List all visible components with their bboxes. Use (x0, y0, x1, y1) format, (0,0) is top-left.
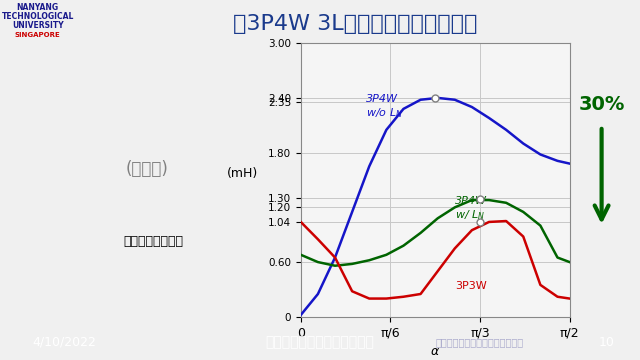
Text: TECHNOLOGICAL: TECHNOLOGICAL (1, 12, 74, 21)
Text: 3P3W: 3P3W (455, 282, 486, 292)
Text: UNIVERSITY: UNIVERSITY (12, 21, 63, 30)
Text: NANYANG: NANYANG (17, 3, 59, 12)
Text: 30%: 30% (579, 95, 625, 114)
Text: 10: 10 (598, 336, 614, 348)
Text: 中国电工技术学会新媒体平台发布: 中国电工技术学会新媒体平台发布 (436, 337, 524, 347)
Text: SINGAPORE: SINGAPORE (15, 32, 61, 38)
Y-axis label: (mH): (mH) (227, 167, 259, 180)
Text: 零序回路等效电路: 零序回路等效电路 (124, 235, 184, 248)
X-axis label: $\alpha$: $\alpha$ (430, 345, 440, 358)
Text: 中国电工技术学会青年云沙龙: 中国电工技术学会青年云沙龙 (266, 335, 374, 349)
Text: 4/10/2022: 4/10/2022 (32, 336, 96, 348)
Text: 在3P4W 3L逆变器中加入中线电感: 在3P4W 3L逆变器中加入中线电感 (233, 14, 477, 34)
Text: (电路图): (电路图) (126, 160, 168, 178)
Text: 3P4W
w/ $L_N$: 3P4W w/ $L_N$ (455, 196, 487, 222)
Text: 3P4W
w/o $L_N$: 3P4W w/o $L_N$ (366, 94, 403, 120)
